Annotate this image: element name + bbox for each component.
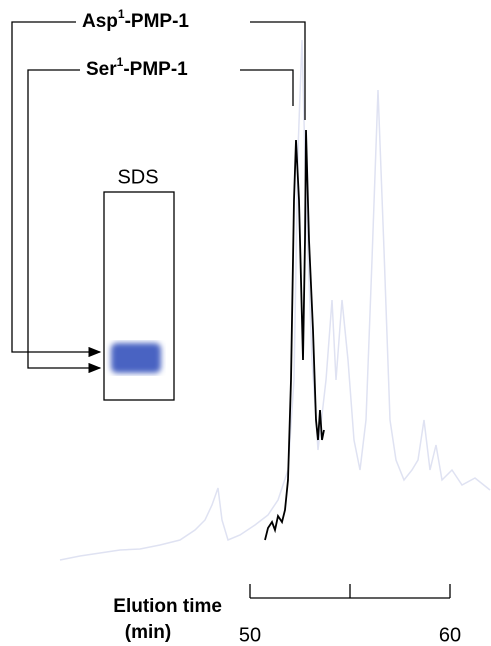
x-tick-label: 50 — [239, 624, 261, 646]
x-axis-title: Elution time — [113, 596, 222, 617]
x-axis: 50 60 — [239, 584, 461, 646]
label-name: Ser — [86, 59, 117, 80]
x-tick-label: 60 — [439, 624, 461, 646]
gel-label: SDS — [117, 166, 158, 188]
label-name: Asp — [82, 11, 118, 32]
ser-bracket-right — [240, 70, 293, 106]
ser-label: Ser1-PMP-1 — [86, 55, 188, 80]
label-suffix: -PMP-1 — [123, 59, 188, 80]
x-axis-unit: (min) — [125, 622, 171, 643]
asp-bracket-right — [250, 22, 305, 120]
figure: Asp1-PMP-1 Ser1-PMP-1 SDS Elution time (… — [0, 0, 491, 646]
label-suffix: -PMP-1 — [125, 11, 190, 32]
gel-band — [111, 343, 161, 373]
asp-label: Asp1-PMP-1 — [82, 7, 189, 32]
ser-bracket — [28, 70, 100, 368]
